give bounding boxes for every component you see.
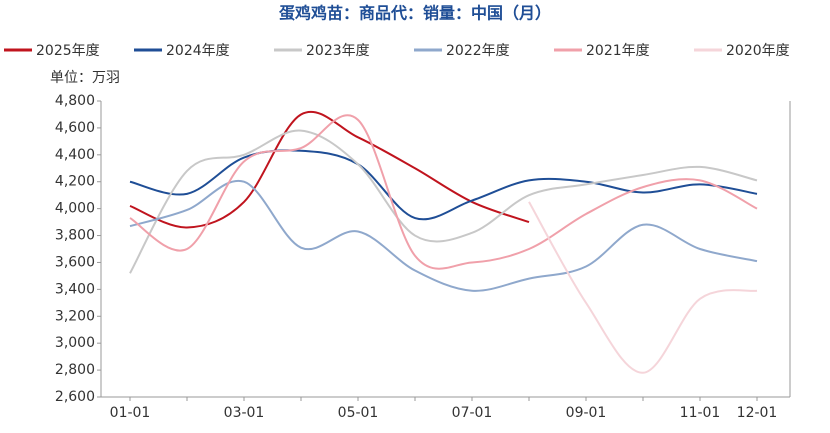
legend-label: 2021年度 (586, 43, 650, 59)
series-line (129, 149, 758, 221)
x-tick-label: 11-01 (680, 405, 721, 421)
series-line (129, 179, 758, 292)
legend-label: 2022年度 (446, 43, 510, 59)
series-line (528, 201, 758, 374)
y-tick-label: 4,200 (55, 174, 95, 190)
y-tick-label: 3,000 (55, 335, 95, 351)
series-line (129, 129, 758, 274)
legend-label: 2024年度 (166, 43, 230, 59)
legend-label: 2023年度 (306, 43, 370, 59)
y-tick-label: 2,800 (55, 362, 95, 378)
x-tick-label: 05-01 (338, 405, 379, 421)
y-tick-label: 3,200 (55, 308, 95, 324)
y-tick-label: 4,600 (55, 120, 95, 136)
y-tick-label: 4,000 (55, 201, 95, 217)
series-line (129, 114, 758, 270)
x-tick-label: 07-01 (452, 405, 493, 421)
x-tick-label: 12-01 (737, 405, 778, 421)
x-tick-label: 01-01 (110, 405, 151, 421)
y-tick-label: 3,600 (55, 254, 95, 270)
legend-label: 2025年度 (36, 43, 100, 59)
legend-label: 2020年度 (726, 43, 790, 59)
chart-title: 蛋鸡鸡苗：商品代：销量：中国（月） (279, 4, 551, 23)
series-line (129, 110, 530, 229)
x-tick-label: 09-01 (566, 405, 607, 421)
y-tick-label: 3,800 (55, 228, 95, 244)
y-tick-label: 4,800 (55, 93, 95, 109)
unit-label: 单位：万羽 (50, 70, 120, 86)
y-tick-label: 3,400 (55, 281, 95, 297)
y-tick-label: 2,600 (55, 389, 95, 405)
x-tick-label: 03-01 (224, 405, 265, 421)
y-tick-label: 4,400 (55, 147, 95, 163)
